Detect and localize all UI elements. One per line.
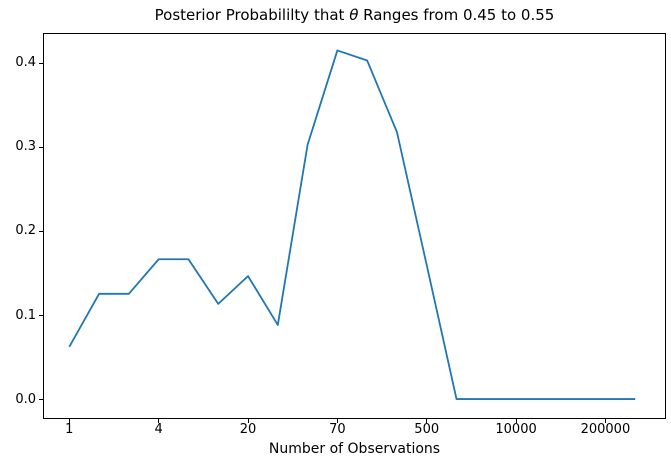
x-tick-mark: [336, 419, 338, 423]
chart-title-pre: Posterior Probabililty that: [154, 6, 350, 24]
x-tick-label: 500: [414, 422, 440, 437]
x-tick-mark: [247, 419, 249, 423]
x-tick-label: 1: [65, 422, 74, 437]
x-tick-mark: [426, 419, 428, 423]
line-plot-canvas: [68, 49, 636, 400]
x-axis-label: Number of Observations: [268, 441, 441, 457]
x-tick-label: 10000: [495, 422, 537, 437]
y-tick-label: 0.2: [15, 223, 36, 239]
x-tick-mark: [604, 419, 606, 423]
y-tick-label: 0.1: [15, 307, 36, 323]
y-tick-mark: [39, 315, 43, 317]
x-tick-label: 200000: [580, 422, 631, 437]
posterior-probability-line: [68, 49, 636, 400]
y-tick-label: 0.0: [15, 391, 36, 407]
chart-title: Posterior Probabililty that θ Ranges fro…: [43, 6, 666, 24]
y-tick-mark: [39, 62, 43, 64]
chart-title-post: Ranges from 0.45 to 0.55: [358, 6, 555, 24]
y-tick-label: 0.3: [15, 139, 36, 155]
y-tick-mark: [39, 146, 43, 148]
y-tick-label: 0.4: [15, 55, 36, 71]
theta-symbol: θ: [349, 6, 359, 24]
y-tick-mark: [39, 399, 43, 401]
x-tick-label: 20: [239, 422, 257, 437]
y-tick-mark: [39, 230, 43, 232]
x-tick-mark: [68, 419, 70, 423]
x-tick-mark: [515, 419, 517, 423]
x-tick-label: 4: [154, 422, 163, 437]
plot-area: [43, 33, 666, 419]
x-tick-label: 70: [329, 422, 346, 437]
x-tick-mark: [158, 419, 160, 423]
